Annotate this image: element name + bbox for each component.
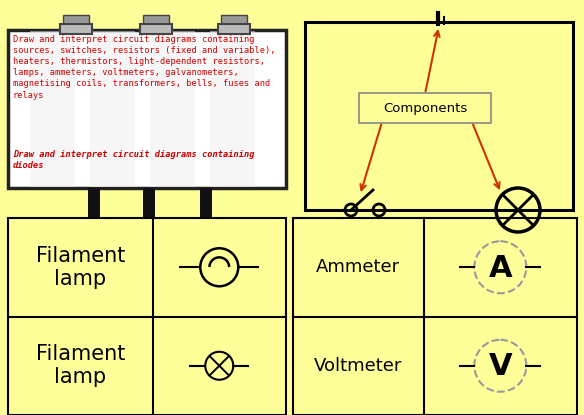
Bar	[218, 24, 250, 34]
Bar	[143, 188, 155, 228]
Bar	[60, 24, 92, 34]
Bar	[210, 31, 255, 187]
Text: A: A	[488, 254, 512, 283]
Bar	[150, 31, 195, 187]
Bar	[90, 31, 135, 187]
Text: Filament
lamp: Filament lamp	[36, 246, 125, 289]
Bar	[293, 218, 577, 415]
Text: Components: Components	[383, 102, 467, 115]
Text: Voltmeter: Voltmeter	[314, 357, 402, 375]
Text: Ammeter: Ammeter	[317, 258, 401, 276]
Text: Draw and interpret circuit diagrams containing
diodes: Draw and interpret circuit diagrams cont…	[13, 150, 255, 170]
FancyBboxPatch shape	[359, 93, 491, 123]
Bar	[88, 188, 100, 228]
Bar	[140, 24, 172, 34]
Bar	[8, 30, 286, 188]
Text: V: V	[488, 352, 512, 381]
Text: Filament
lamp: Filament lamp	[36, 344, 125, 387]
Bar	[63, 15, 89, 25]
Bar	[8, 218, 286, 415]
Bar	[221, 15, 247, 25]
Text: Draw and interpret circuit diagrams containing
sources, switches, resistors (fix: Draw and interpret circuit diagrams cont…	[13, 35, 276, 100]
Bar	[143, 15, 169, 25]
Bar	[200, 188, 212, 228]
Bar	[30, 31, 75, 187]
